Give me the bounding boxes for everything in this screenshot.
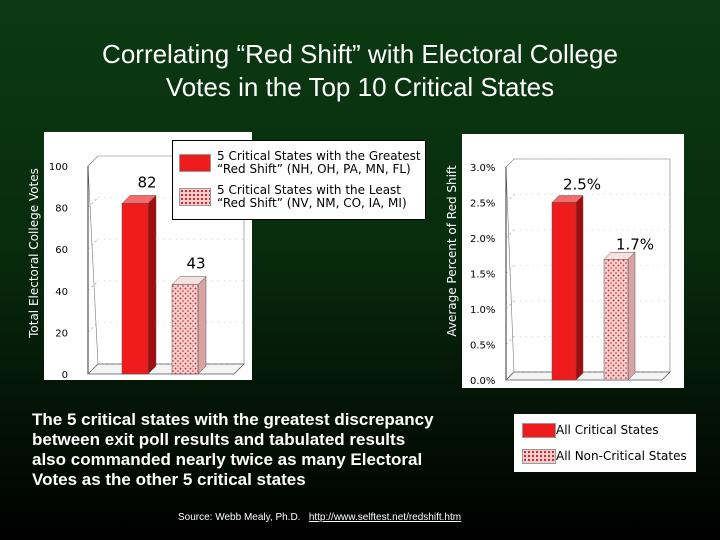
left-chart-bar-front: [171, 284, 199, 375]
right-chart-gridline: [505, 300, 515, 310]
right-chart-gridline: [505, 158, 515, 168]
left-chart-tick-label: 40: [55, 287, 68, 298]
left-chart-gridline: [87, 238, 99, 250]
left-chart-bar-noncritical: [171, 275, 207, 375]
slide-title: Correlating “Red Shift” with Electoral C…: [0, 38, 720, 104]
legend2-noncritical-label: All Non-Critical States: [556, 449, 687, 463]
left-chart-floor: [87, 363, 245, 375]
left-chart-gridline: [87, 363, 99, 375]
right-chart-tick-label: 0.0%: [470, 376, 495, 387]
source-link[interactable]: http://www.selftest.net/redshift.htm: [308, 512, 462, 523]
legend-noncritical-line-1: 5 Critical States with the Least: [217, 183, 402, 197]
source-citation: Source: Webb Mealy, Ph.D. http://www.sel…: [178, 512, 461, 523]
summary-line-1: The 5 critical states with the greatest …: [32, 410, 434, 429]
right-chart-y-axis-label: Average Percent of Red Shift: [445, 165, 459, 337]
right-chart-floor: [505, 371, 671, 381]
legend2-critical-label: All Critical States: [556, 423, 659, 437]
left-chart-gridline: [87, 197, 99, 208]
right-chart-tick-label: 0.5%: [470, 341, 495, 352]
right-chart-tick-label: 1.5%: [470, 270, 495, 281]
left-chart-bar-front: [121, 203, 149, 375]
legend2-swatch-critical: [522, 423, 556, 438]
right-chart-bar-noncritical: [603, 251, 636, 381]
legend-swatch-noncritical: [179, 188, 211, 206]
right-chart-tick-label: 3.0%: [470, 163, 495, 174]
left-chart-legend: 5 Critical States with the Greatest “Red…: [172, 140, 426, 220]
right-chart-gridline: [505, 336, 515, 345]
right-chart-tick-label: 2.5%: [470, 199, 495, 210]
right-chart-data-label: 2.5%: [563, 176, 601, 194]
right-chart-legend: All Critical States All Non-Critical Sta…: [514, 414, 696, 472]
legend2-swatch-noncritical: [522, 449, 556, 464]
right-chart-bar-front: [551, 202, 577, 381]
right-chart-bar-side: [575, 194, 584, 381]
right-chart-gridline: [505, 371, 515, 381]
legend-critical-line-1: 5 Critical States with the Greatest: [217, 149, 421, 163]
left-chart-tick-label: 0: [62, 370, 68, 380]
title-line-2: Votes in the Top 10 Critical States: [165, 72, 555, 102]
left-chart-tick-label: 80: [55, 204, 68, 215]
left-chart-gridline: [87, 322, 99, 333]
right-chart-bar-front: [603, 259, 629, 381]
summary-line-4: Votes as the other 5 critical states: [32, 470, 306, 489]
summary-line-3: also commanded nearly twice as many Elec…: [32, 450, 423, 469]
right-chart-gridline: [505, 265, 515, 274]
right-chart-gridline: [505, 229, 515, 239]
left-chart-gridline: [87, 155, 99, 167]
right-chart-bar-critical: [551, 194, 584, 381]
left-chart-data-label: 82: [137, 173, 156, 191]
right-chart-tick-label: 2.0%: [470, 234, 495, 245]
right-chart-data-label: 1.7%: [616, 235, 654, 253]
legend-noncritical-line-2: “Red Shift” (NV, NM, CO, IA, MI): [217, 196, 407, 210]
legend-critical-line-2: “Red Shift” (NH, OH, PA, MN, FL): [217, 162, 411, 176]
left-chart-y-axis-label: Total Electoral College Votes: [27, 168, 41, 338]
left-chart-bar-side: [147, 194, 157, 375]
left-chart-gridline: [87, 280, 99, 292]
legend-swatch-critical: [179, 154, 211, 172]
right-chart-bar-side: [627, 251, 636, 381]
right-chart-gridline: [505, 194, 515, 203]
left-chart-data-label: 43: [186, 255, 205, 273]
left-chart-tick-label: 20: [55, 328, 68, 339]
left-chart-bar-side: [197, 275, 207, 375]
summary-text: The 5 critical states with the greatest …: [32, 410, 512, 490]
source-label: Source: Webb Mealy, Ph.D.: [178, 512, 301, 523]
left-chart-tick-label: 60: [55, 245, 68, 256]
title-line-1: Correlating “Red Shift” with Electoral C…: [102, 39, 618, 69]
left-chart-bar-critical: [121, 194, 157, 375]
summary-line-2: between exit poll results and tabulated …: [32, 430, 406, 449]
right-chart-tick-label: 1.0%: [470, 305, 495, 316]
left-chart-tick-label: 100: [49, 162, 68, 173]
right-chart-panel: 0.0% 0.5% 1.0% 1.5% 2.0% 2.5% 3.0% 2.5% 1.7%: [462, 134, 684, 388]
right-chart: 0.0% 0.5% 1.0% 1.5% 2.0% 2.5% 3.0% 2.5% 1.7%: [470, 158, 671, 387]
